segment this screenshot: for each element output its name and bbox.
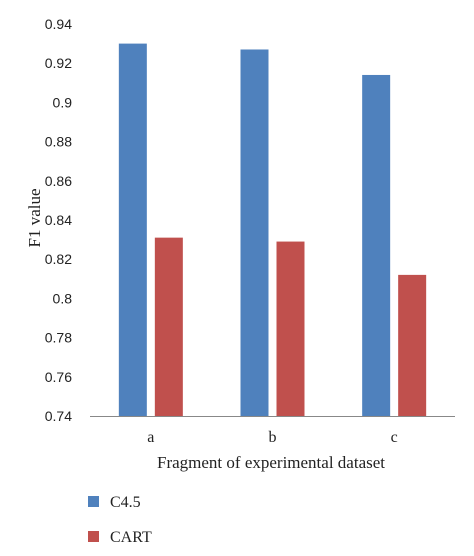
bars (118, 43, 427, 417)
y-tick-label: 0.86 (45, 173, 72, 189)
bar-cart-c (398, 274, 427, 416)
legend-swatch (88, 496, 99, 507)
legend-label: CART (110, 529, 152, 546)
y-axis-ticks: 0.74 0.76 0.78 0.8 0.82 0.84 0.86 0.88 0.9 0.92 0.… (45, 16, 72, 424)
y-tick-label: 0.76 (45, 369, 72, 385)
x-tick-label: c (391, 429, 398, 446)
legend-swatch (88, 531, 99, 542)
bar-c45-b (240, 49, 269, 416)
y-tick-label: 0.78 (45, 330, 72, 346)
legend-label: C4.5 (110, 494, 141, 511)
x-axis-title: Fragment of experimental dataset (157, 453, 385, 472)
legend: C4.5 CART (88, 494, 152, 546)
y-tick-label: 0.94 (45, 16, 72, 32)
bar-c45-a (118, 43, 147, 416)
y-tick-label: 0.82 (45, 251, 72, 267)
bar-cart-a (154, 237, 183, 416)
y-axis-title: F1 value (25, 188, 44, 247)
y-tick-label: 0.9 (53, 94, 73, 110)
y-tick-label: 0.84 (45, 212, 72, 228)
y-tick-label: 0.92 (45, 55, 72, 71)
bar-cart-b (276, 241, 305, 416)
y-tick-label: 0.74 (45, 408, 72, 424)
x-axis-categories: a b c (147, 429, 397, 446)
y-tick-label: 0.88 (45, 134, 72, 150)
x-tick-label: a (147, 429, 154, 446)
bar-c45-c (362, 74, 391, 417)
x-tick-label: b (269, 429, 277, 446)
y-tick-label: 0.8 (53, 290, 73, 306)
